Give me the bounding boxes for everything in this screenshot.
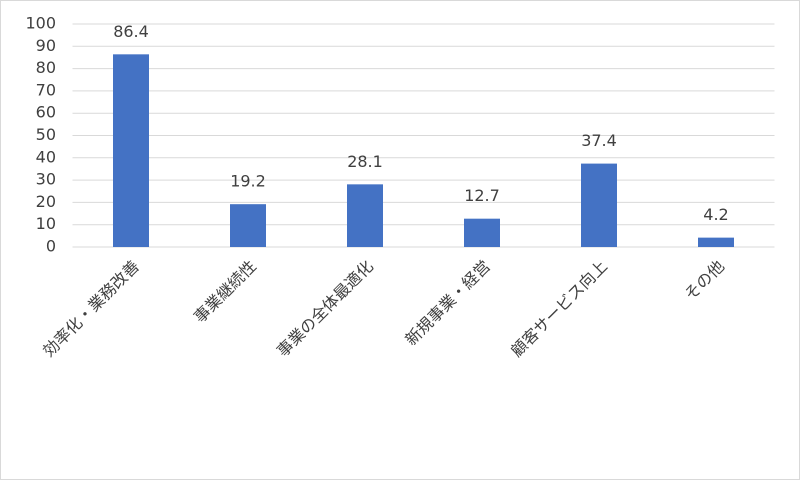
bar xyxy=(698,237,734,247)
y-tick-label: 10 xyxy=(36,214,56,233)
bar xyxy=(230,204,266,247)
bar xyxy=(464,218,500,247)
bar xyxy=(347,184,383,247)
y-tick-label: 30 xyxy=(36,170,56,189)
value-label: 86.4 xyxy=(113,22,149,41)
value-label: 37.4 xyxy=(581,131,617,150)
y-tick-label: 100 xyxy=(25,14,56,33)
bar xyxy=(113,54,149,247)
y-tick-label: 20 xyxy=(36,192,56,211)
value-label: 19.2 xyxy=(230,172,266,191)
y-tick-label: 0 xyxy=(46,237,56,256)
y-tick-label: 70 xyxy=(36,80,56,99)
value-label: 12.7 xyxy=(464,186,500,205)
y-tick-label: 80 xyxy=(36,58,56,77)
y-tick-label: 60 xyxy=(36,103,56,122)
y-tick-label: 90 xyxy=(36,36,56,55)
y-tick-label: 50 xyxy=(36,125,56,144)
value-label: 4.2 xyxy=(703,205,728,224)
value-label: 28.1 xyxy=(347,152,383,171)
y-tick-label: 40 xyxy=(36,147,56,166)
bar xyxy=(581,163,617,247)
